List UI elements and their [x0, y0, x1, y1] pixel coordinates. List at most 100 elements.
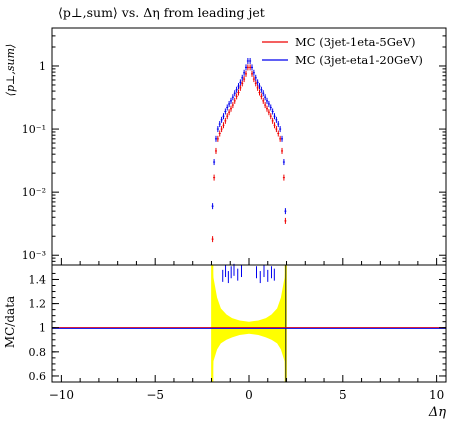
- data-point-series-1-11: [231, 102, 234, 109]
- data-point-series-2-35: [277, 121, 280, 128]
- data-point-series-1-39: [284, 217, 287, 224]
- data-point-series-1-7: [224, 117, 227, 124]
- data-point-series-2-3: [216, 126, 219, 133]
- data-point-series-1-1: [213, 174, 216, 181]
- y-tick-label: 10⁻²: [22, 186, 46, 199]
- data-point-series-1-23: [254, 80, 257, 87]
- data-point-series-2-26: [260, 86, 263, 93]
- data-point-series-1-2: [214, 147, 217, 154]
- data-point-series-2-39: [284, 208, 287, 215]
- data-point-series-1-29: [266, 105, 269, 112]
- x-tick-label: 0: [245, 388, 253, 402]
- data-point-series-2-36: [279, 126, 282, 133]
- data-point-series-1-22: [252, 76, 255, 83]
- data-point-series-2-13: [235, 86, 238, 93]
- data-point-series-2-0: [211, 203, 214, 210]
- data-point-series-2-25: [258, 83, 261, 90]
- data-point-series-1-5: [220, 126, 223, 133]
- data-point-series-2-22: [252, 69, 255, 76]
- data-point-series-1-30: [267, 109, 270, 116]
- data-point-series-1-15: [239, 84, 242, 91]
- y-axis-label: ⟨p⊥,sum⟩: [4, 44, 17, 97]
- data-point-series-2-14: [237, 83, 240, 90]
- data-point-series-1-4: [218, 130, 221, 137]
- data-point-series-2-4: [218, 121, 221, 128]
- data-point-series-1-16: [241, 80, 244, 87]
- x-tick-label: −5: [146, 388, 164, 402]
- data-point-series-1-26: [260, 93, 263, 100]
- ratio-y-tick-label: 1.4: [29, 273, 47, 286]
- data-point-series-2-23: [254, 74, 257, 81]
- data-point-series-1-13: [235, 93, 238, 100]
- data-point-series-1-28: [264, 102, 267, 109]
- data-point-series-1-6: [222, 122, 225, 129]
- ratio-uncertainty-band: [212, 265, 286, 382]
- data-point-series-2-31: [269, 104, 272, 111]
- data-point-series-2-29: [266, 97, 269, 104]
- data-point-series-2-30: [267, 100, 270, 107]
- x-tick-label: 10: [429, 388, 444, 402]
- data-point-series-2-38: [282, 159, 285, 166]
- data-point-series-1-20: [249, 64, 252, 71]
- data-point-series-2-18: [244, 64, 247, 71]
- x-tick-label: −10: [49, 388, 74, 402]
- data-point-series-2-12: [233, 90, 236, 97]
- data-point-series-2-10: [229, 97, 232, 104]
- data-point-series-1-8: [226, 113, 229, 120]
- data-point-series-1-37: [281, 147, 284, 154]
- data-point-series-2-27: [262, 90, 265, 97]
- data-point-series-2-5: [220, 116, 223, 123]
- data-point-series-2-6: [222, 113, 225, 120]
- data-point-series-1-34: [275, 126, 278, 133]
- data-point-series-1-19: [246, 64, 249, 71]
- data-point-series-1-24: [256, 84, 259, 91]
- data-point-series-1-36: [279, 135, 282, 142]
- data-point-series-1-17: [243, 76, 246, 83]
- data-point-series-1-32: [271, 117, 274, 124]
- data-point-series-1-27: [262, 97, 265, 104]
- data-point-series-1-31: [269, 113, 272, 120]
- axes: −10 −5 0 5 10 10⁻³ 10⁻² 10⁻¹ 1 0.6 0.8 1 1.2 1.4: [22, 27, 447, 402]
- ratio-y-tick-label: 1: [39, 322, 46, 335]
- main-plot-area: [211, 57, 287, 243]
- data-point-series-2-7: [224, 108, 227, 115]
- data-point-series-2-24: [256, 79, 259, 86]
- ratio-plot-area: [52, 263, 446, 382]
- ratio-y-tick-label: 0.8: [29, 346, 47, 359]
- y-tick-label: 10⁻³: [22, 249, 46, 262]
- data-point-series-2-17: [243, 69, 246, 76]
- data-point-series-2-32: [271, 108, 274, 115]
- data-point-series-1-25: [258, 89, 261, 96]
- data-point-series-2-1: [213, 159, 216, 166]
- data-point-series-2-34: [275, 116, 278, 123]
- data-point-series-1-0: [211, 236, 214, 243]
- y-tick-label: 1: [39, 60, 46, 73]
- legend-label-series-1: MC (3jet-1eta-5GeV): [295, 35, 416, 49]
- x-tick-label: 5: [339, 388, 347, 402]
- data-point-series-2-20: [249, 57, 252, 64]
- ratio-y-tick-label: 1.2: [29, 298, 47, 311]
- x-axis-label: Δη: [428, 405, 446, 420]
- data-point-series-2-37: [281, 135, 284, 142]
- data-point-series-2-8: [226, 104, 229, 111]
- data-point-series-2-33: [273, 113, 276, 120]
- data-point-series-1-10: [229, 105, 232, 112]
- data-point-series-2-16: [241, 74, 244, 81]
- y-tick-label: 10⁻¹: [22, 123, 46, 136]
- data-point-series-2-15: [239, 79, 242, 86]
- chart-title: ⟨p⊥,sum⟩ vs. Δη from leading jet: [58, 5, 265, 20]
- data-point-series-2-11: [231, 94, 234, 101]
- data-point-series-2-21: [251, 64, 254, 71]
- legend: MC (3jet-1eta-5GeV) MC (3jet-eta1-20GeV): [262, 35, 423, 67]
- data-point-series-1-12: [233, 97, 236, 104]
- ratio-y-tick-label: 0.6: [29, 370, 47, 383]
- ratio-y-axis-label: MC/data: [3, 296, 17, 348]
- data-point-series-1-9: [228, 109, 231, 116]
- data-point-series-1-35: [277, 130, 280, 137]
- data-point-series-1-18: [244, 70, 247, 77]
- data-point-series-1-3: [216, 135, 219, 142]
- legend-label-series-2: MC (3jet-eta1-20GeV): [295, 53, 423, 67]
- data-point-series-2-9: [228, 100, 231, 107]
- data-point-series-2-28: [264, 94, 267, 101]
- data-point-series-1-21: [251, 70, 254, 77]
